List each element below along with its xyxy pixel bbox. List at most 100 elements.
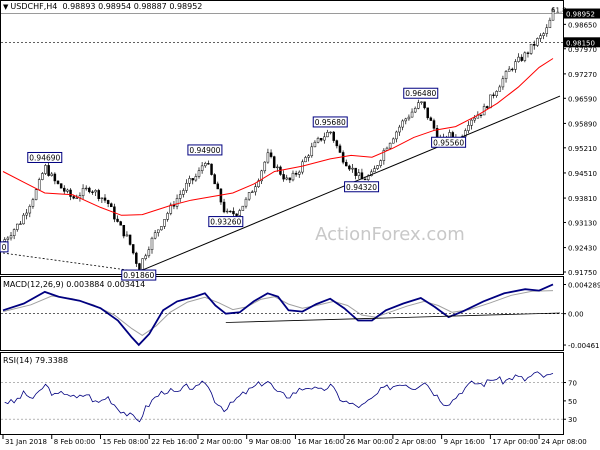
candle-body <box>485 106 489 109</box>
candle-body <box>178 194 182 199</box>
candle-body <box>276 166 279 169</box>
candle-body <box>210 163 213 175</box>
candle-body <box>269 152 273 157</box>
candle-body <box>47 165 50 176</box>
swing-label-box <box>403 87 439 99</box>
swing-label-text: 0 <box>2 243 7 252</box>
candle-body <box>507 68 511 72</box>
candle-body <box>191 178 194 181</box>
price-axis-tick-label: 0.93130 <box>568 219 597 227</box>
x-tick-label: 16 Mar 16:00 <box>297 438 344 446</box>
candle-body <box>63 187 66 192</box>
candle-body <box>122 224 126 237</box>
candle-body <box>185 182 188 191</box>
candle-body <box>160 226 163 231</box>
candle-body <box>37 179 41 190</box>
candle-body <box>388 142 392 149</box>
candle-body <box>131 244 135 254</box>
candle-body <box>6 237 10 240</box>
x-tick-label: 15 Feb 08:00 <box>102 438 148 446</box>
candle-body <box>266 152 270 163</box>
x-tick-label: 26 Mar 00:00 <box>346 438 393 446</box>
x-tick-label: 2 Apr 08:00 <box>395 438 436 446</box>
watermark: ActionForex.com <box>315 224 465 245</box>
candle-body <box>514 61 517 70</box>
candle-body <box>34 189 38 200</box>
candle-body <box>166 213 169 220</box>
candle-body <box>200 165 204 171</box>
candle-body <box>97 190 100 199</box>
candle-body <box>56 180 60 184</box>
candle-body <box>194 176 198 181</box>
candle-body <box>294 172 298 175</box>
candle-body <box>106 200 110 204</box>
swing-label-text: 0.91860 <box>123 271 154 280</box>
candle-body <box>75 197 79 199</box>
candle-body <box>188 178 191 184</box>
price-axis-tick-label: 0.94510 <box>568 170 597 178</box>
swing-label-box <box>431 136 467 148</box>
price-axis-tick-label: 0.95890 <box>568 120 597 128</box>
current-price-text: 0.98952 <box>566 11 595 19</box>
candle-body <box>451 132 455 138</box>
candle-body <box>12 229 16 236</box>
macd-label: MACD(12,26,9) 0.003884 0.003414 <box>3 280 146 289</box>
candle-body <box>175 198 179 207</box>
swing-label-box <box>312 116 348 128</box>
candle-body <box>288 177 292 181</box>
candle-body <box>532 43 536 46</box>
x-tick-label: 22 Feb 16:00 <box>151 438 197 446</box>
candle-body <box>25 212 28 216</box>
candle-body <box>539 35 542 39</box>
candle-body <box>53 173 57 182</box>
fib-top-label: 61.8 <box>551 7 567 15</box>
candle-body <box>501 78 505 88</box>
candle-body <box>319 137 323 141</box>
macd-axis-tick-label: 0.004289 <box>568 282 600 290</box>
macd-axis-tick-label: 0.00 <box>568 311 584 319</box>
candle-body <box>363 178 367 181</box>
candle-body <box>182 190 185 195</box>
candle-body <box>310 146 314 157</box>
candle-body <box>153 232 157 239</box>
x-tick-label: 17 Apr 00:00 <box>492 438 538 446</box>
candle-body <box>348 165 351 170</box>
candle-body <box>382 150 386 161</box>
price-axis-tick-label: 0.96590 <box>568 95 597 103</box>
candle-body <box>41 173 44 180</box>
rsi-label: RSI(14) 79.3388 <box>3 356 69 365</box>
chart-title: ▼ USDCHF,H4 0.98893 0.98954 0.98887 0.989… <box>3 2 202 11</box>
dashed-level-text: 0.98150 <box>566 39 595 47</box>
x-tick-label: 2 Mar 00:00 <box>200 438 242 446</box>
candle-body <box>407 116 411 120</box>
candle-body <box>125 234 129 237</box>
candle-body <box>100 197 104 199</box>
candle-body <box>225 210 229 213</box>
candle-body <box>429 117 433 121</box>
candle-body <box>31 199 35 207</box>
price-axis-tick-label: 0.97970 <box>568 46 597 54</box>
candle-body <box>235 213 238 216</box>
candle-body <box>157 229 160 233</box>
candle-body <box>545 27 549 34</box>
candle-body <box>94 190 97 193</box>
symbol-timeframe: USDCHF,H4 <box>10 2 58 11</box>
candle-body <box>467 125 470 131</box>
candle-body <box>410 111 414 118</box>
price-panel: 0.98650 0.97970 0.97270 0.96590 0.95890 0.952… <box>0 7 600 281</box>
x-tick-label: 31 Jan 2018 <box>5 438 47 446</box>
swing-label-box <box>344 181 380 193</box>
dashed-level-tag <box>564 37 600 48</box>
candle-body <box>197 170 201 177</box>
candle-body <box>110 203 113 208</box>
candle-body <box>229 210 232 213</box>
candle-body <box>138 263 141 270</box>
candle-body <box>351 167 354 170</box>
dropdown-arrow-icon[interactable]: ▼ <box>3 3 9 11</box>
candle-body <box>423 101 426 109</box>
candle-body <box>301 161 304 173</box>
candle-body <box>128 234 132 245</box>
candle-body <box>523 52 527 61</box>
candle-body <box>232 210 235 215</box>
swing-label-text: 0.96480 <box>405 89 436 98</box>
